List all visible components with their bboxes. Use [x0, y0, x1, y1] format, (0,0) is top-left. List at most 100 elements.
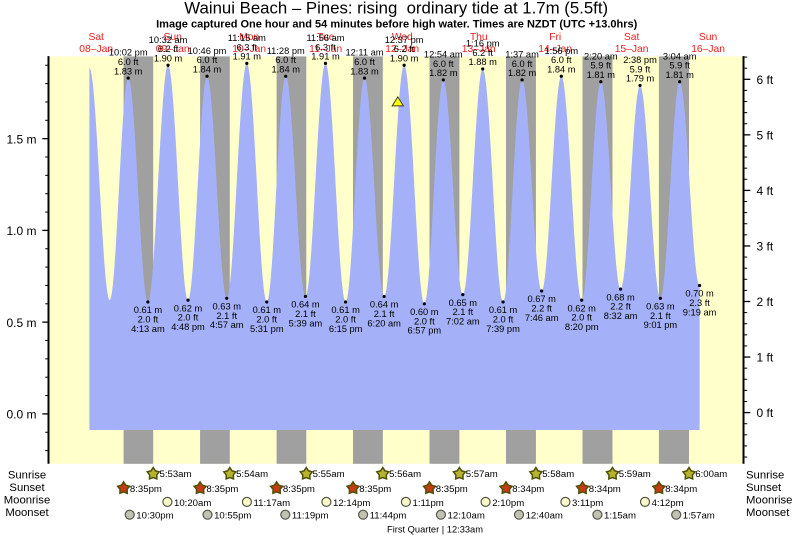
- svg-text:6.3 ft: 6.3 ft: [315, 42, 336, 52]
- svg-text:4:12pm: 4:12pm: [652, 498, 684, 509]
- svg-text:0.67 m: 0.67 m: [527, 294, 556, 304]
- svg-text:0.70 m: 0.70 m: [685, 289, 714, 299]
- svg-text:1.84 m: 1.84 m: [547, 64, 576, 74]
- svg-text:3 ft: 3 ft: [757, 240, 774, 254]
- svg-text:5:55am: 5:55am: [313, 469, 345, 480]
- svg-text:1 ft: 1 ft: [757, 351, 774, 365]
- svg-text:12–Jan: 12–Jan: [385, 44, 419, 55]
- svg-text:2.0 ft: 2.0 ft: [256, 314, 277, 324]
- svg-text:7:46 am: 7:46 am: [525, 313, 559, 323]
- svg-text:2.0 ft: 2.0 ft: [493, 314, 514, 324]
- svg-text:12:54 am: 12:54 am: [424, 50, 463, 60]
- svg-text:2.2 ft: 2.2 ft: [610, 302, 631, 312]
- svg-text:0.63 m: 0.63 m: [646, 301, 675, 311]
- svg-text:0.0 m: 0.0 m: [6, 408, 36, 422]
- svg-text:10:20am: 10:20am: [174, 498, 211, 509]
- svg-text:6.0 ft: 6.0 ft: [512, 59, 533, 69]
- svg-text:Thu: Thu: [470, 32, 488, 43]
- svg-text:Tue: Tue: [317, 32, 335, 43]
- svg-text:5:54am: 5:54am: [236, 469, 268, 480]
- svg-text:1.81 m: 1.81 m: [587, 70, 616, 80]
- svg-text:2.1 ft: 2.1 ft: [452, 307, 473, 317]
- svg-text:10–Jan: 10–Jan: [232, 44, 266, 55]
- svg-text:11:56 am: 11:56 am: [306, 33, 344, 43]
- svg-text:12:10am: 12:10am: [448, 511, 485, 522]
- svg-text:Sun: Sun: [699, 32, 718, 43]
- svg-text:6:00am: 6:00am: [695, 469, 727, 480]
- svg-text:14–Jan: 14–Jan: [538, 44, 572, 55]
- svg-text:5:56am: 5:56am: [389, 469, 421, 480]
- svg-text:Moonset: Moonset: [5, 507, 49, 519]
- svg-text:8:34pm: 8:34pm: [589, 484, 621, 495]
- svg-text:2.1 ft: 2.1 ft: [295, 309, 316, 319]
- svg-text:6.0 ft: 6.0 ft: [197, 55, 218, 65]
- svg-text:4:13 am: 4:13 am: [131, 324, 165, 334]
- svg-text:11:19pm: 11:19pm: [292, 511, 329, 522]
- svg-text:Sunrise: Sunrise: [746, 470, 784, 482]
- svg-text:7:39 pm: 7:39 pm: [486, 324, 520, 334]
- svg-text:1.83 m: 1.83 m: [114, 66, 143, 76]
- svg-text:8:32 am: 8:32 am: [604, 311, 638, 321]
- svg-text:0.61 m: 0.61 m: [134, 305, 163, 315]
- svg-text:8:35pm: 8:35pm: [436, 484, 468, 495]
- svg-text:8:20 pm: 8:20 pm: [565, 322, 599, 332]
- svg-text:1.83 m: 1.83 m: [350, 66, 379, 76]
- svg-text:3:04 am: 3:04 am: [663, 51, 697, 61]
- svg-text:10:55pm: 10:55pm: [214, 511, 251, 522]
- svg-text:12:40am: 12:40am: [526, 511, 563, 522]
- svg-text:10:46 pm: 10:46 pm: [188, 46, 227, 56]
- svg-text:First Quarter | 12:33am: First Quarter | 12:33am: [387, 524, 483, 534]
- svg-text:10:30pm: 10:30pm: [136, 511, 173, 522]
- svg-text:5:57am: 5:57am: [466, 469, 498, 480]
- svg-text:2:10pm: 2:10pm: [492, 498, 524, 509]
- svg-text:6:57 pm: 6:57 pm: [408, 326, 442, 336]
- svg-text:4:57 am: 4:57 am: [210, 320, 244, 330]
- svg-text:6.0 ft: 6.0 ft: [551, 55, 572, 65]
- svg-text:9:01 pm: 9:01 pm: [644, 320, 678, 330]
- svg-text:1:11pm: 1:11pm: [413, 498, 444, 509]
- svg-text:3:11pm: 3:11pm: [572, 498, 603, 509]
- svg-text:2.1 ft: 2.1 ft: [374, 309, 395, 319]
- svg-text:8:34pm: 8:34pm: [665, 484, 697, 495]
- svg-text:6:20 am: 6:20 am: [367, 318, 401, 328]
- svg-text:1:57am: 1:57am: [683, 511, 715, 522]
- svg-text:12:11 am: 12:11 am: [345, 48, 383, 58]
- svg-text:2:38 pm: 2:38 pm: [623, 55, 657, 65]
- svg-text:0.64 m: 0.64 m: [370, 300, 399, 310]
- svg-text:12:37 pm: 12:37 pm: [385, 35, 424, 45]
- svg-text:11–Jan: 11–Jan: [309, 44, 342, 55]
- svg-text:6.0 ft: 6.0 ft: [354, 57, 375, 67]
- svg-text:1.91 m: 1.91 m: [311, 52, 340, 62]
- svg-text:Sun: Sun: [164, 32, 183, 43]
- svg-text:6 ft: 6 ft: [757, 73, 774, 87]
- svg-text:6:15 pm: 6:15 pm: [329, 324, 363, 334]
- svg-text:1.79 m: 1.79 m: [626, 74, 655, 84]
- svg-text:0.65 m: 0.65 m: [449, 298, 478, 308]
- svg-text:Fri: Fri: [549, 32, 561, 43]
- svg-text:5:39 am: 5:39 am: [289, 318, 323, 328]
- svg-text:Sunset: Sunset: [746, 482, 782, 494]
- svg-text:2 ft: 2 ft: [757, 295, 774, 309]
- svg-text:11:44pm: 11:44pm: [370, 511, 407, 522]
- svg-text:1.82 m: 1.82 m: [429, 68, 458, 78]
- svg-text:1.88 m: 1.88 m: [468, 57, 497, 67]
- svg-text:1.82 m: 1.82 m: [508, 68, 537, 78]
- svg-text:0.61 m: 0.61 m: [489, 305, 518, 315]
- svg-text:15–Jan: 15–Jan: [615, 44, 649, 55]
- svg-text:1.90 m: 1.90 m: [390, 53, 419, 63]
- svg-text:10:02 pm: 10:02 pm: [109, 48, 148, 58]
- svg-text:2.1 ft: 2.1 ft: [216, 311, 237, 321]
- svg-text:6.2 ft: 6.2 ft: [394, 44, 415, 54]
- svg-text:2.0 ft: 2.0 ft: [335, 314, 356, 324]
- svg-text:0.62 m: 0.62 m: [174, 303, 203, 313]
- svg-text:Sat: Sat: [88, 32, 104, 43]
- svg-text:0.5 m: 0.5 m: [6, 316, 36, 330]
- svg-text:5:59am: 5:59am: [619, 469, 651, 480]
- svg-text:6.2 ft: 6.2 ft: [472, 48, 493, 58]
- svg-text:9:19 am: 9:19 am: [683, 307, 717, 317]
- svg-text:1.5 m: 1.5 m: [6, 132, 36, 146]
- svg-text:5:31 pm: 5:31 pm: [250, 324, 284, 334]
- svg-text:5.9 ft: 5.9 ft: [590, 61, 611, 71]
- svg-text:8:35pm: 8:35pm: [130, 484, 162, 495]
- svg-text:6.0 ft: 6.0 ft: [275, 55, 296, 65]
